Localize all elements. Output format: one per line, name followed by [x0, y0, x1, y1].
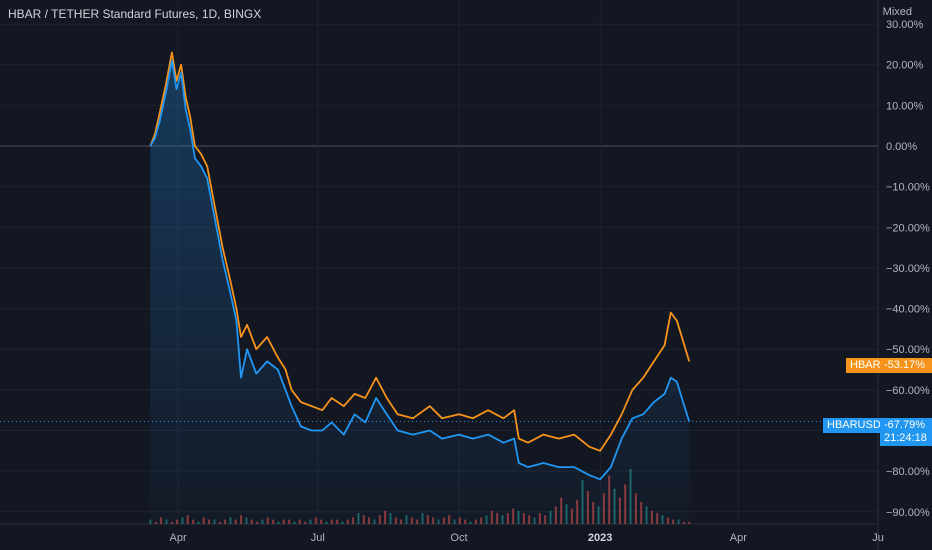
price-scale-mode[interactable]: Mixed	[882, 6, 912, 18]
y-tick-label: −20.00%	[886, 222, 930, 234]
x-tick-label: Oct	[450, 532, 467, 544]
y-tick-label: −40.00%	[886, 304, 930, 316]
y-tick-label: 30.00%	[886, 19, 924, 31]
hbar-value-badge: -53.17%	[880, 358, 932, 373]
x-tick-label: 2023	[588, 532, 612, 544]
x-tick-label: Apr	[169, 532, 186, 544]
y-tick-label: 10.00%	[886, 100, 924, 112]
hbarusdt-line	[149, 59, 691, 481]
y-tick-label: 0.00%	[886, 141, 917, 153]
y-tick-label: −10.00%	[886, 182, 930, 194]
hbarusdt-area-fill	[150, 60, 690, 524]
hbarusdt-value-badge: -67.79%	[880, 418, 932, 433]
y-tick-label: −80.00%	[886, 466, 930, 478]
chart-title: HBAR / TETHER Standard Futures, 1D, BING…	[8, 7, 262, 21]
y-tick-label: −90.00%	[886, 507, 930, 519]
y-tick-label: −50.00%	[886, 344, 930, 356]
x-tick-label: Apr	[730, 532, 747, 544]
y-tick-label: 20.00%	[886, 60, 924, 72]
hbarusdt-series-label: HBARUSDT	[823, 418, 892, 433]
bar-countdown-badge: 21:24:18	[880, 431, 932, 446]
x-tick-label: Jul	[311, 532, 325, 544]
y-tick-label: −60.00%	[886, 385, 930, 397]
hbar-series-label: HBAR	[846, 358, 885, 373]
hbar-line	[149, 51, 691, 452]
y-tick-label: −30.00%	[886, 263, 930, 275]
